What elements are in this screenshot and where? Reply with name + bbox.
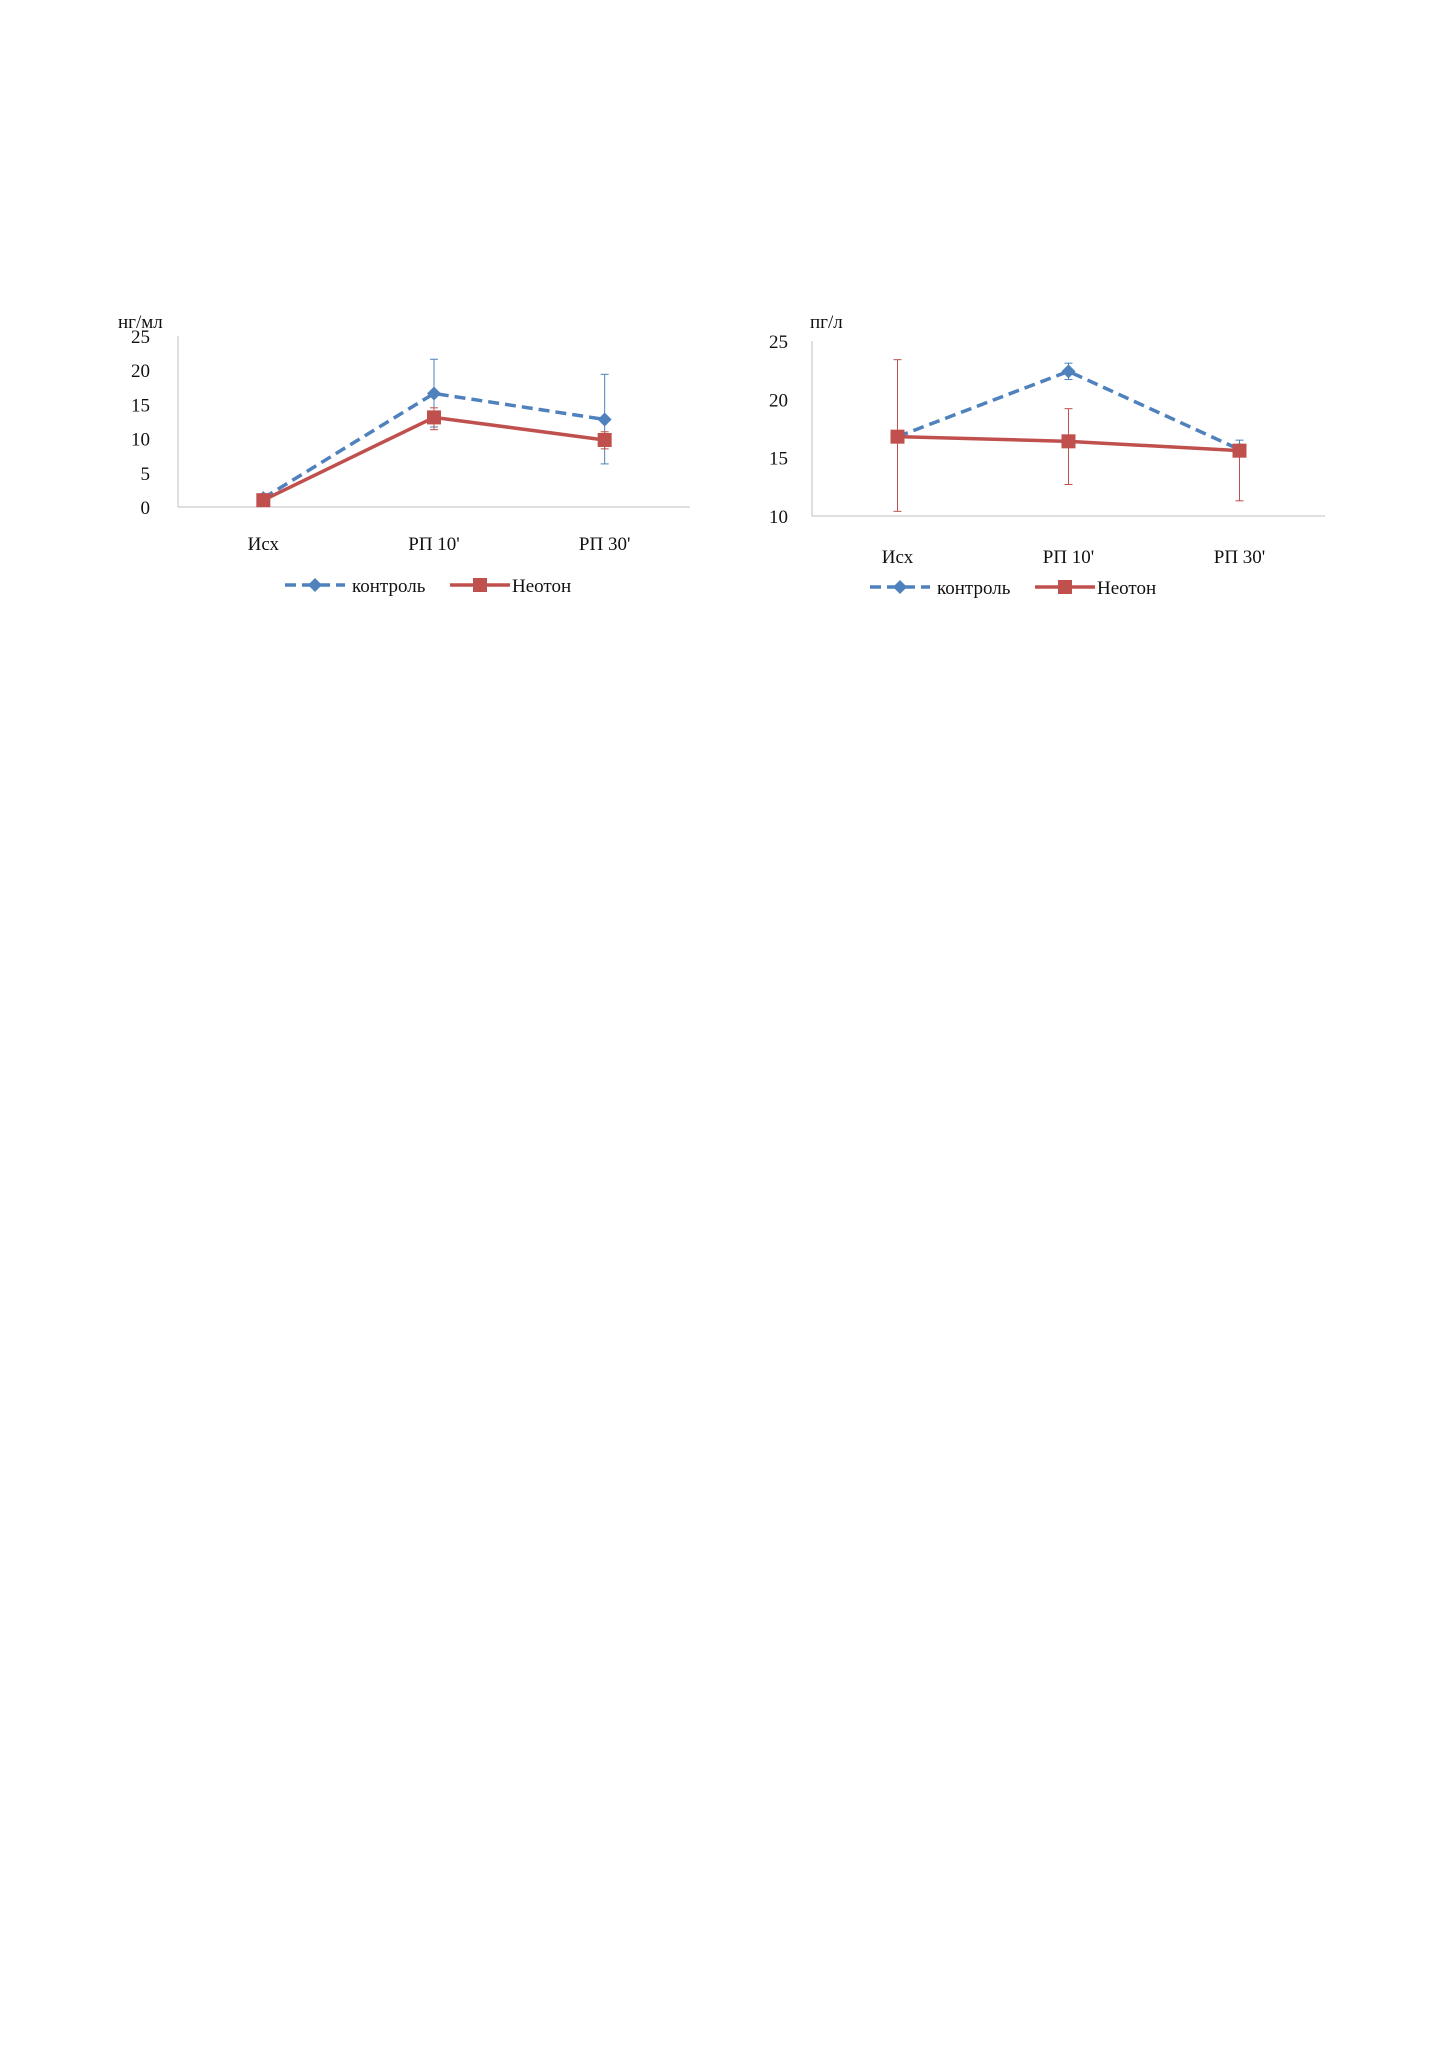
chart1-y-tick-label-2: 10 (131, 430, 150, 451)
chart2-legend-1-marker (893, 580, 907, 594)
chart2-series-1-line (896, 369, 1241, 452)
chart-hormone-pg-l: пг/л 10 15 20 25 Исх РП 10' РП 30' контроль Неото… (769, 312, 1325, 599)
chart1-legend-2-label: Неотон (512, 576, 571, 597)
chart1-legend-1-label: контроль (352, 576, 426, 597)
chart1-y-label: нг/мл (118, 312, 163, 333)
chart2-series-2-point-2 (1232, 443, 1247, 458)
chart2-y-label: пг/л (810, 312, 843, 333)
chart1-y-tick-label-4: 20 (131, 361, 150, 382)
chart1-y-tick-label-1: 5 (141, 464, 151, 485)
chart2-legend-2-marker (1058, 580, 1072, 594)
chart1-x-tick-label-0: Исх (248, 534, 280, 555)
chart1-y-tick-label-0: 0 (141, 498, 151, 519)
chart1-y-tick-label-5: 25 (131, 327, 150, 348)
chart1-series-2-point-2 (597, 432, 612, 447)
chart1-series-1-line (262, 391, 605, 500)
chart2-x-tick-label-1: РП 10' (1043, 547, 1094, 568)
chart-hormone-ng-ml: нг/мл 0 5 10 15 20 25 Исх РП 10' РП 30' контроль Не… (118, 312, 690, 597)
chart2-x-tick-label-2: РП 30' (1214, 547, 1265, 568)
chart1-series-1-point-1 (427, 386, 441, 401)
chart2-x-tick-label-0: Исх (882, 547, 914, 568)
chart2-series-2-point-1 (1061, 434, 1076, 449)
chart1-series-1-point-2 (597, 412, 612, 427)
chart1-series-2-point-0 (256, 493, 271, 508)
chart1-x-tick-label-2: РП 30' (579, 534, 630, 555)
chart1-series-2-point-1 (427, 410, 441, 425)
chart2-series-2-point-0 (890, 429, 905, 444)
chart1-legend-1-marker (308, 578, 322, 592)
chart2-legend-2-label: Неотон (1097, 578, 1156, 599)
chart2-legend-1-label: контроль (937, 578, 1011, 599)
chart1-legend-2-marker (473, 578, 487, 592)
chart1-y-tick-label-3: 15 (131, 395, 150, 416)
chart2-y-tick-label-0: 10 (769, 507, 788, 528)
chart2-y-tick-label-3: 25 (769, 332, 788, 353)
chart2-y-tick-label-1: 15 (769, 449, 788, 470)
chart2-series-1-point-1 (1061, 364, 1076, 379)
chart2-y-tick-label-2: 20 (769, 390, 788, 411)
chart1-x-tick-label-1: РП 10' (408, 534, 459, 555)
